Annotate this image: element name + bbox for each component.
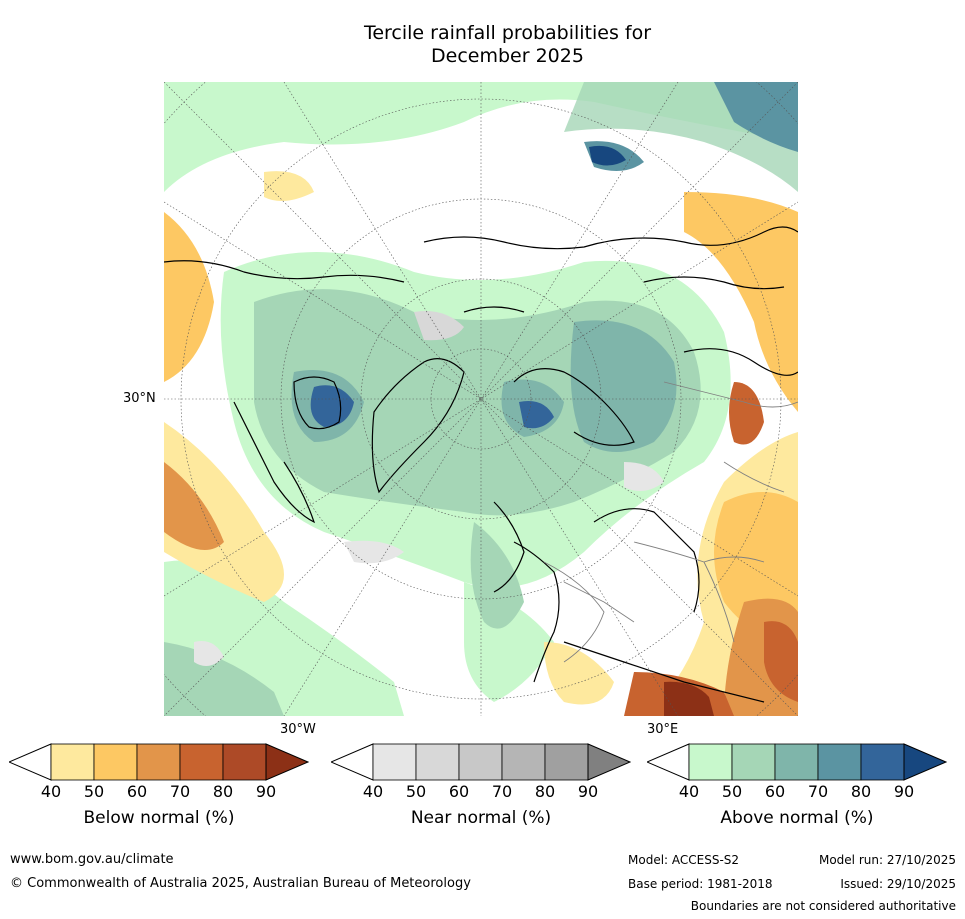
- map-title: Tercile rainfall probabilities for Decem…: [0, 22, 965, 68]
- tick-above-60: 60: [764, 782, 786, 801]
- tick-near-90: 90: [577, 782, 599, 801]
- tick-near-50: 50: [405, 782, 427, 801]
- legend-below-normal: [9, 743, 309, 781]
- swatch-above-60: [731, 743, 776, 781]
- legend-below-title: Below normal (%): [83, 808, 235, 828]
- title-line-1: Tercile rainfall probabilities for: [363, 22, 652, 44]
- tick-below-60: 60: [126, 782, 148, 801]
- above-normal-very-strong-areas: [310, 145, 626, 429]
- model-name: Model: ACCESS-S2: [628, 853, 740, 867]
- tick-near-40: 40: [362, 782, 384, 801]
- legend-above-title: Above normal (%): [720, 808, 874, 828]
- below-normal-areas: [164, 171, 798, 716]
- tick-below-70: 70: [169, 782, 191, 801]
- near-normal-areas: [194, 311, 664, 666]
- swatch-near-90: [544, 743, 589, 781]
- swatch-near-70: [458, 743, 503, 781]
- tick-below-50: 50: [83, 782, 105, 801]
- tick-near-60: 60: [448, 782, 470, 801]
- copyright-text: © Commonwealth of Australia 2025, Austra…: [10, 876, 471, 891]
- boundaries-disclaimer: Boundaries are not considered authoritat…: [690, 899, 956, 913]
- swatch-near-60: [415, 743, 460, 781]
- base-period: Base period: 1981-2018: [628, 877, 773, 891]
- swatch-near-80: [501, 743, 546, 781]
- longitude-label-30e: 30°E: [647, 722, 679, 737]
- swatch-above-70: [774, 743, 819, 781]
- website-link[interactable]: www.bom.gov.au/climate: [10, 852, 174, 867]
- tick-above-70: 70: [807, 782, 829, 801]
- tick-above-50: 50: [721, 782, 743, 801]
- model-run-date: Model run: 27/10/2025: [818, 853, 956, 867]
- swatch-below-90: [222, 743, 267, 781]
- tick-near-80: 80: [534, 782, 556, 801]
- swatch-below-60: [93, 743, 138, 781]
- swatch-below-80: [179, 743, 224, 781]
- tick-below-80: 80: [212, 782, 234, 801]
- swatch-above-80: [817, 743, 862, 781]
- tick-below-90: 90: [255, 782, 277, 801]
- coastlines: [164, 226, 798, 703]
- country-boundaries: [543, 381, 798, 663]
- legend-near-normal: [331, 743, 631, 781]
- swatch-above-90: [860, 743, 905, 781]
- swatch-near-50: [372, 743, 417, 781]
- graticule: [164, 82, 798, 716]
- tick-above-80: 80: [850, 782, 872, 801]
- legend-near-title: Near normal (%): [410, 808, 552, 828]
- title-line-2: December 2025: [431, 45, 584, 67]
- issued-date: Issued: 29/10/2025: [840, 877, 956, 891]
- tick-below-40: 40: [40, 782, 62, 801]
- swatch-below-50: [50, 743, 95, 781]
- legend-above-normal: [647, 743, 947, 781]
- latitude-label-30n: 30°N: [123, 391, 156, 406]
- swatch-above-50: [688, 743, 733, 781]
- tick-above-90: 90: [893, 782, 915, 801]
- tick-near-70: 70: [491, 782, 513, 801]
- longitude-label-30w: 30°W: [280, 722, 316, 737]
- rainfall-probability-map: [164, 82, 798, 716]
- swatch-below-70: [136, 743, 181, 781]
- tick-above-40: 40: [678, 782, 700, 801]
